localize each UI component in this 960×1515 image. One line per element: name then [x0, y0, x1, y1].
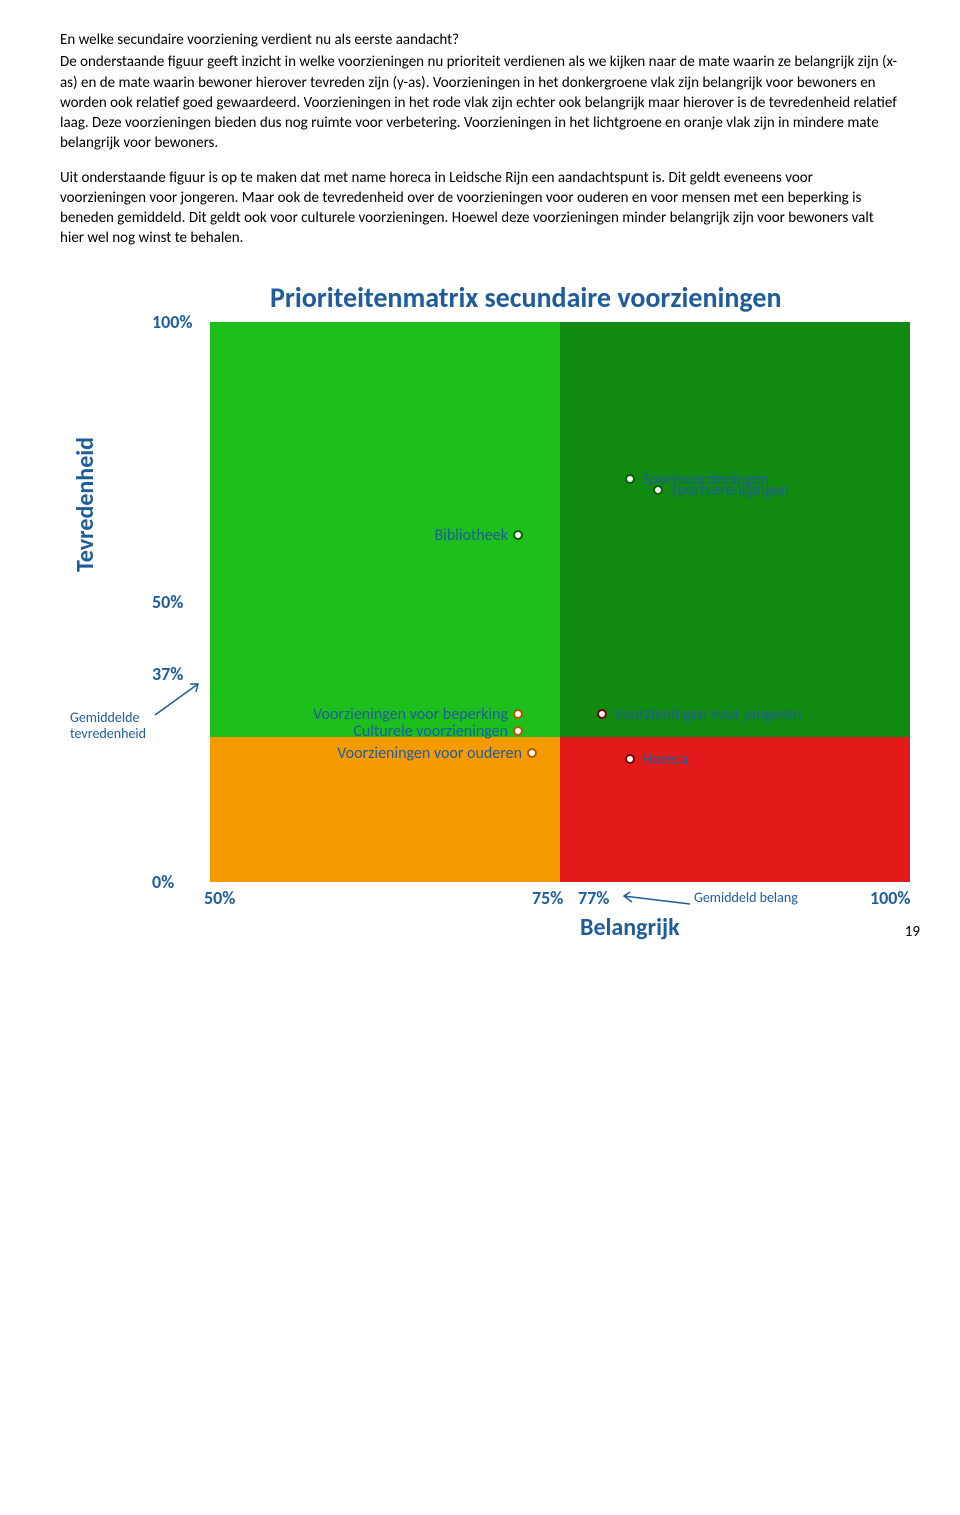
- data-point-label-culturele: Culturele voorzieningen: [353, 721, 508, 743]
- arrow-icon: [150, 680, 210, 720]
- ytick-100: 100%: [152, 310, 193, 334]
- paragraph-2: Uit onderstaande figuur is op te maken d…: [60, 168, 900, 249]
- x-axis-label: Belangrijk: [580, 912, 680, 944]
- page-number: 19: [60, 922, 920, 942]
- xtick-75: 75%: [532, 886, 563, 910]
- ytick-50: 50%: [152, 590, 183, 614]
- arrow-icon: [620, 890, 695, 910]
- chart-title: Prioriteitenmatrix secundaire voorzienin…: [270, 279, 900, 317]
- paragraph-1: De onderstaande figuur geeft inzicht in …: [60, 52, 900, 153]
- y-axis-label: Tevredenheid: [70, 437, 102, 572]
- data-point-label-voor_ouderen: Voorzieningen voor ouderen: [337, 743, 522, 765]
- data-point-label-voor_jongeren: Voorzieningen voor jongeren: [614, 704, 802, 726]
- priority-matrix-chart: Prioriteitenmatrix secundaire voorzienin…: [60, 279, 900, 883]
- avg-importance-label: Gemiddeld belang: [694, 890, 798, 905]
- data-point-label-horeca: Horeca: [642, 749, 688, 771]
- xtick-77: 77%: [578, 886, 609, 910]
- quadrant-red: [560, 737, 910, 883]
- ytick-0: 0%: [152, 870, 174, 894]
- data-point-label-bibliotheek: Bibliotheek: [434, 525, 508, 547]
- xtick-100: 100%: [870, 886, 911, 910]
- chart-plot-area: Tevredenheid Belangrijk 100% 50% 37% 0% …: [210, 322, 910, 882]
- xtick-50: 50%: [204, 886, 235, 910]
- quadrant-dark-green: [560, 322, 910, 736]
- data-point-label-sportvereen: Sportverenigingen: [670, 480, 789, 502]
- section-heading: En welke secundaire voorziening verdient…: [60, 30, 900, 50]
